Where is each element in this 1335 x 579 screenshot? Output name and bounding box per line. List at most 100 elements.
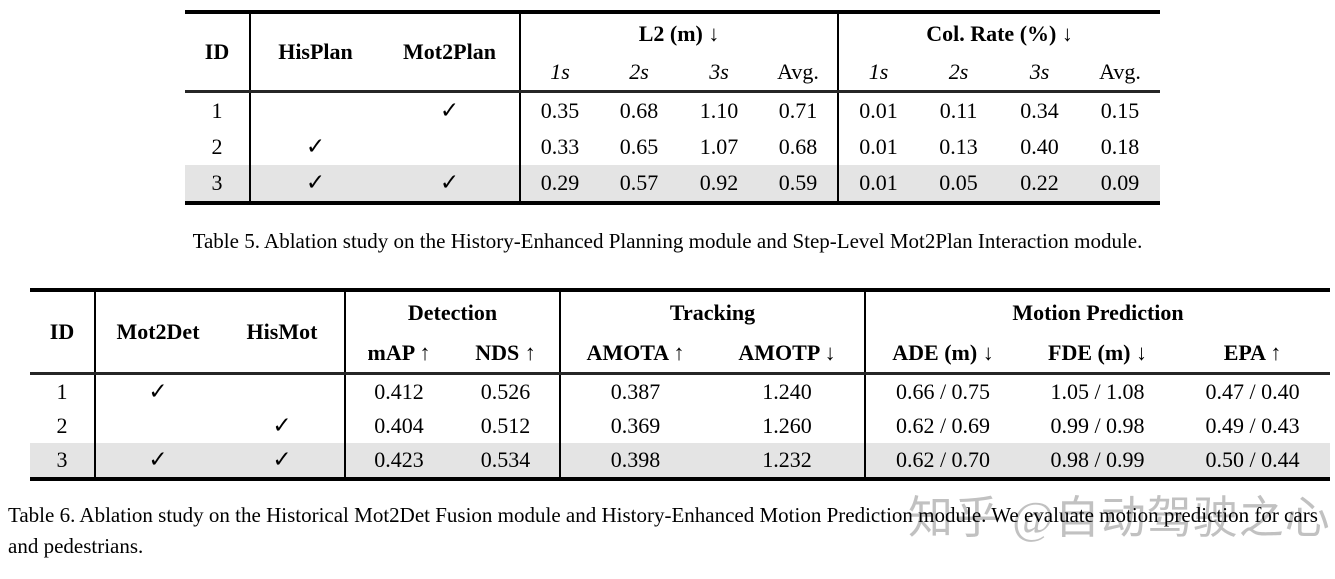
column-subheader: FDE (m) ↓ bbox=[1020, 334, 1175, 375]
data-cell: 0.62 / 0.69 bbox=[864, 409, 1020, 443]
column-subheader: 1s bbox=[519, 54, 599, 93]
ablation-table-5: ID HisPlan Mot2Plan L2 (m) ↓ Col. Rate (%) ↓… bbox=[185, 10, 1161, 205]
column-subheader: 3s bbox=[999, 54, 1081, 93]
header-row-groups: ID Mot2Det HisMot Detection Tracking Motion P… bbox=[30, 290, 1331, 375]
data-cell: 1.05 / 1.08 bbox=[1050, 379, 1145, 404]
data-cell: 1.232 bbox=[710, 443, 865, 479]
data-cell: 0.11 bbox=[939, 98, 978, 123]
row-id-cell: 1 bbox=[56, 379, 68, 404]
checkmark-icon: ✓ bbox=[380, 165, 520, 203]
data-cell: 1.07 bbox=[699, 134, 739, 159]
row-id-cell: 2 bbox=[211, 134, 223, 159]
column-group-header: L2 (m) ↓ bbox=[518, 12, 839, 54]
data-cell: 0.423 bbox=[344, 443, 452, 479]
checkmark-icon: ✓ bbox=[94, 443, 220, 479]
table-header: ID HisPlan Mot2Plan L2 (m) ↓ Col. Rate (%) ↓… bbox=[185, 12, 1161, 93]
data-cell: 0.01 bbox=[837, 165, 919, 203]
data-cell: 0.29 bbox=[519, 165, 599, 203]
data-cell: 0.68 bbox=[778, 134, 818, 159]
data-cell: 0.65 bbox=[619, 134, 659, 159]
table-row: 1 ✓ 0.35 0.68 1.10 0.71 0.01 0.11 0.34 0.15 bbox=[185, 91, 1160, 129]
data-cell: 0.71 bbox=[778, 98, 818, 123]
column-header-check: Mot2Det bbox=[94, 290, 220, 375]
ablation-table: ID HisPlan Mot2Plan L2 (m) ↓ Col. Rate (%) ↓… bbox=[185, 10, 1161, 205]
data-cell: 0.512 bbox=[480, 413, 531, 438]
column-subheader: AMOTP ↓ bbox=[710, 334, 865, 375]
row-id-cell: 3 bbox=[185, 165, 250, 203]
column-subheader: mAP ↑ bbox=[344, 334, 452, 375]
column-subheader: Avg. bbox=[1080, 54, 1161, 93]
row-id-cell: 1 bbox=[211, 98, 223, 123]
data-cell: 0.398 bbox=[559, 443, 710, 479]
column-group-header: Detection bbox=[344, 290, 560, 334]
column-subheader: 1s bbox=[837, 54, 919, 93]
column-subheader: NDS ↑ bbox=[452, 334, 560, 375]
checkmark-icon: ✓ bbox=[439, 98, 460, 124]
table-row: 2 ✓ 0.404 0.512 0.369 1.260 0.62 / 0.69 0.99 / … bbox=[30, 409, 1330, 443]
data-cell: 0.22 bbox=[999, 165, 1081, 203]
table-header: ID Mot2Det HisMot Detection Tracking Motion P… bbox=[30, 290, 1331, 375]
data-cell: 0.66 / 0.75 bbox=[864, 373, 1020, 409]
column-subheader: 2s bbox=[599, 54, 679, 93]
data-cell: 0.59 bbox=[759, 165, 839, 203]
table-body: 1 ✓ 0.35 0.68 1.10 0.71 0.01 0.11 0.34 0.15 2 ✓ 0.33… bbox=[185, 91, 1161, 203]
data-cell: 0.369 bbox=[559, 409, 710, 443]
data-cell: 0.34 bbox=[1020, 98, 1059, 123]
data-cell: 0.404 bbox=[344, 409, 452, 443]
column-subheader: 3s bbox=[679, 54, 759, 93]
data-cell: 0.01 bbox=[837, 91, 919, 129]
column-subheader: Avg. bbox=[759, 54, 839, 93]
checkmark-icon: ✓ bbox=[249, 129, 380, 165]
data-cell: 0.09 bbox=[1080, 165, 1161, 203]
zhihu-watermark: 知乎 @自动驾驶之心 bbox=[908, 493, 1331, 543]
data-cell: 0.01 bbox=[837, 129, 919, 165]
data-cell: 0.49 / 0.43 bbox=[1205, 413, 1300, 438]
check-cell-empty bbox=[380, 129, 520, 165]
column-subheader: ADE (m) ↓ bbox=[864, 334, 1020, 375]
data-cell: 0.68 bbox=[619, 98, 659, 123]
data-cell: 0.62 / 0.70 bbox=[864, 443, 1020, 479]
checkmark-icon: ✓ bbox=[220, 443, 345, 479]
table-row: 2 ✓ 0.33 0.65 1.07 0.68 0.01 0.13 0.40 0.18 bbox=[185, 129, 1160, 165]
data-cell: 0.05 bbox=[918, 165, 1000, 203]
data-cell: 0.35 bbox=[519, 91, 599, 129]
column-header-check: HisMot bbox=[220, 290, 345, 375]
data-cell: 1.240 bbox=[762, 379, 812, 404]
checkmark-icon: ✓ bbox=[94, 373, 220, 409]
check-cell-empty bbox=[94, 409, 220, 443]
column-group-header: Motion Prediction bbox=[863, 290, 1331, 334]
row-id-cell: 3 bbox=[30, 443, 95, 479]
data-cell: 1.260 bbox=[762, 413, 812, 438]
row-id-cell: 2 bbox=[56, 413, 68, 438]
column-header-check: Mot2Plan bbox=[380, 12, 520, 93]
data-cell: 0.15 bbox=[1100, 98, 1140, 123]
column-subheader: EPA ↑ bbox=[1175, 334, 1331, 375]
check-cell-empty bbox=[220, 374, 345, 410]
ablation-table-6: ID Mot2Det HisMot Detection Tracking Motion P… bbox=[30, 288, 1331, 481]
column-subheader: AMOTA ↑ bbox=[559, 334, 710, 375]
table-body: 1 ✓ 0.412 0.526 0.387 1.240 0.66 / 0.75 1.05 / … bbox=[30, 373, 1331, 479]
data-cell: 0.50 / 0.44 bbox=[1175, 443, 1331, 479]
data-cell: 0.526 bbox=[480, 379, 531, 404]
column-header-id: ID bbox=[185, 12, 250, 93]
data-cell: 0.412 bbox=[344, 373, 452, 409]
data-cell: 0.57 bbox=[599, 165, 679, 203]
ablation-table: ID Mot2Det HisMot Detection Tracking Motion P… bbox=[30, 288, 1331, 481]
data-cell: 0.33 bbox=[519, 129, 599, 165]
checkmark-icon: ✓ bbox=[272, 413, 292, 439]
data-cell: 0.18 bbox=[1100, 134, 1140, 159]
check-cell-empty bbox=[249, 91, 380, 129]
data-cell: 0.92 bbox=[679, 165, 759, 203]
checkmark-icon: ✓ bbox=[249, 165, 380, 203]
table-row: 3 ✓ ✓ 0.423 0.534 0.398 1.232 0.62 / 0.70 0.98 /… bbox=[30, 443, 1331, 479]
header-row-groups: ID HisPlan Mot2Plan L2 (m) ↓ Col. Rate (%) ↓ bbox=[185, 12, 1161, 93]
data-cell: 0.534 bbox=[452, 443, 560, 479]
data-cell: 0.99 / 0.98 bbox=[1050, 413, 1145, 438]
data-cell: 0.387 bbox=[559, 373, 710, 409]
table-row: 1 ✓ 0.412 0.526 0.387 1.240 0.66 / 0.75 1.05 / … bbox=[30, 373, 1330, 410]
column-header-check: HisPlan bbox=[249, 12, 380, 93]
column-subheader: 2s bbox=[918, 54, 1000, 93]
header-row-subs: mAP ↑ NDS ↑ AMOTA ↑ AMOTP ↓ ADE (m) ↓ FDE (m)… bbox=[30, 334, 1331, 375]
data-cell: 0.40 bbox=[1020, 134, 1059, 159]
